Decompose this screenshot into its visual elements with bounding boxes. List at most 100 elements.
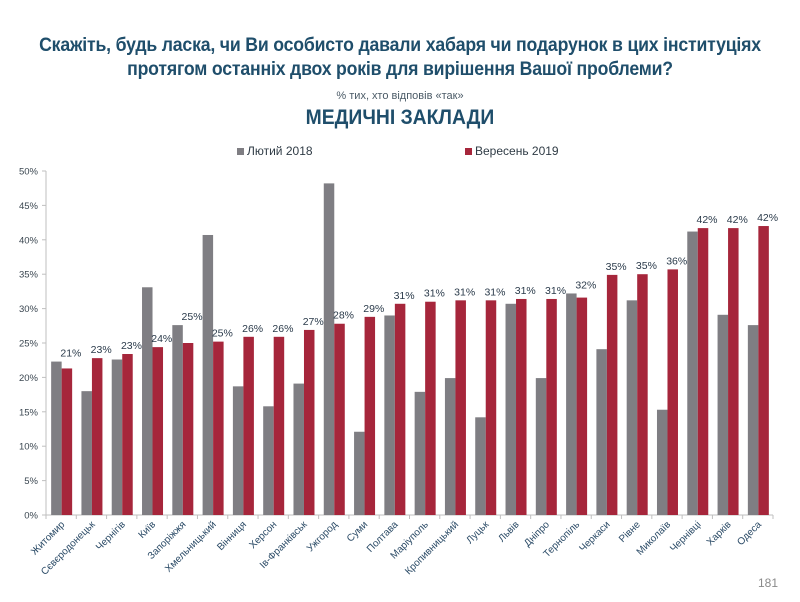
bar-2018 [384, 315, 395, 515]
bar-2018 [202, 234, 214, 515]
data-label-2019: 42% [727, 214, 748, 226]
data-label-2019: 32% [575, 279, 596, 291]
y-tick-label: 15% [19, 407, 39, 418]
bar-2018 [535, 378, 547, 515]
legend-item-2018: Лютий 2018 [237, 144, 313, 158]
data-label-2019: 26% [272, 323, 293, 335]
bar-2018 [111, 359, 123, 515]
bar-2018 [293, 383, 304, 515]
y-tick-label: 25% [19, 339, 39, 350]
y-tick-label: 30% [19, 304, 39, 315]
bar-2018 [172, 325, 183, 515]
bar-2018 [475, 417, 486, 515]
bar-2019 [394, 303, 406, 515]
data-label-2019: 31% [545, 285, 566, 297]
bar-2019 [243, 336, 254, 515]
bar-2019 [61, 368, 73, 515]
data-label-2019: 26% [242, 323, 263, 335]
data-label-2019: 28% [333, 310, 354, 322]
data-label-2019: 25% [182, 311, 203, 323]
bar-2018 [232, 386, 244, 515]
bar-2018 [142, 287, 153, 515]
bar-2018 [414, 391, 426, 515]
category-label: Вінниця [215, 519, 249, 553]
data-label-2019: 25% [212, 328, 233, 340]
data-label-2019: 35% [606, 261, 627, 273]
bar-2019 [667, 269, 678, 515]
bar-2018 [81, 391, 92, 515]
bar-2019 [213, 341, 224, 515]
category-label: Сєвєродонецьк [39, 519, 98, 578]
bar-2019 [425, 301, 436, 515]
chart-title: Скажіть, будь ласка, чи Ви особисто дава… [28, 34, 772, 82]
data-label-2019: 31% [484, 286, 505, 298]
category-label: Черкаси [577, 519, 612, 554]
y-tick-label: 20% [19, 373, 39, 384]
y-tick-label: 35% [19, 270, 39, 281]
category-label: Суми [345, 519, 370, 544]
page-number: 181 [757, 576, 778, 590]
data-label-2019: 31% [394, 290, 415, 302]
data-label-2019: 31% [454, 286, 475, 298]
category-label: Рівне [617, 519, 643, 545]
chart-subtitle: % тих, хто відповів «так» [336, 90, 464, 102]
data-label-2019: 23% [121, 340, 142, 352]
bar-2018 [263, 406, 274, 515]
bar-2019 [91, 358, 103, 515]
bar-2019 [546, 298, 557, 515]
category-label: Одеса [735, 519, 764, 548]
bar-2019 [637, 274, 648, 515]
category-label: Чернігів [94, 519, 128, 553]
data-label-2019: 27% [303, 316, 324, 328]
bar-2019 [606, 274, 618, 515]
data-label-2019: 42% [697, 214, 718, 226]
bar-2019 [303, 329, 315, 515]
bar-2018 [656, 409, 668, 515]
bar-2018 [596, 349, 607, 515]
data-label-2019: 29% [363, 303, 384, 315]
data-label-2019: 31% [515, 285, 536, 297]
data-label-2019: 36% [666, 255, 687, 267]
y-tick-label: 50% [19, 167, 39, 178]
data-label-2019: 35% [636, 260, 657, 272]
title-line-2: протягом останніх двох років для вирішен… [127, 59, 673, 80]
legend-label-2019: Вересень 2019 [475, 144, 559, 158]
bar-2018 [687, 231, 698, 515]
bar-2019 [334, 323, 345, 515]
legend-swatch-2018 [237, 147, 244, 155]
bar-2018 [747, 325, 759, 515]
y-tick-label: 40% [19, 235, 39, 246]
category-label: Чернівці [668, 519, 703, 554]
legend: Лютий 2018 Вересень 2019 [0, 144, 800, 162]
category-label: Кропивницький [403, 519, 461, 577]
bar-2018 [354, 431, 365, 515]
bar-2019 [728, 228, 739, 515]
category-label: Дніпро [522, 519, 552, 549]
data-label-2019: 24% [151, 333, 172, 345]
category-label: Ужгород [305, 519, 340, 554]
bar-2019 [364, 316, 376, 515]
y-tick-label: 45% [19, 201, 39, 212]
category-label: Київ [137, 519, 159, 541]
section-title: МЕДИЧНІ ЗАКЛАДИ [305, 106, 495, 129]
data-label-2019: 31% [424, 288, 445, 300]
data-label-2019: 23% [91, 344, 112, 356]
bar-2018 [444, 378, 456, 515]
category-label: Харків [705, 519, 734, 548]
y-tick-label: 5% [24, 476, 38, 487]
bar-2018 [51, 361, 62, 515]
y-tick-label: 10% [19, 442, 39, 453]
bar-2019 [122, 354, 133, 515]
bar-2019 [152, 347, 164, 515]
legend-label-2018: Лютий 2018 [247, 144, 313, 158]
category-label: Луцьк [464, 519, 491, 546]
bar-2018 [566, 293, 577, 515]
legend-swatch-2019 [465, 147, 472, 155]
bar-2019 [516, 298, 527, 515]
y-tick-label: 0% [24, 511, 38, 522]
legend-item-2019: Вересень 2019 [465, 144, 559, 158]
data-label-2019: 42% [757, 212, 778, 224]
bar-2019 [576, 297, 588, 515]
bar-2018 [323, 183, 335, 515]
category-label: Львів [496, 519, 521, 544]
